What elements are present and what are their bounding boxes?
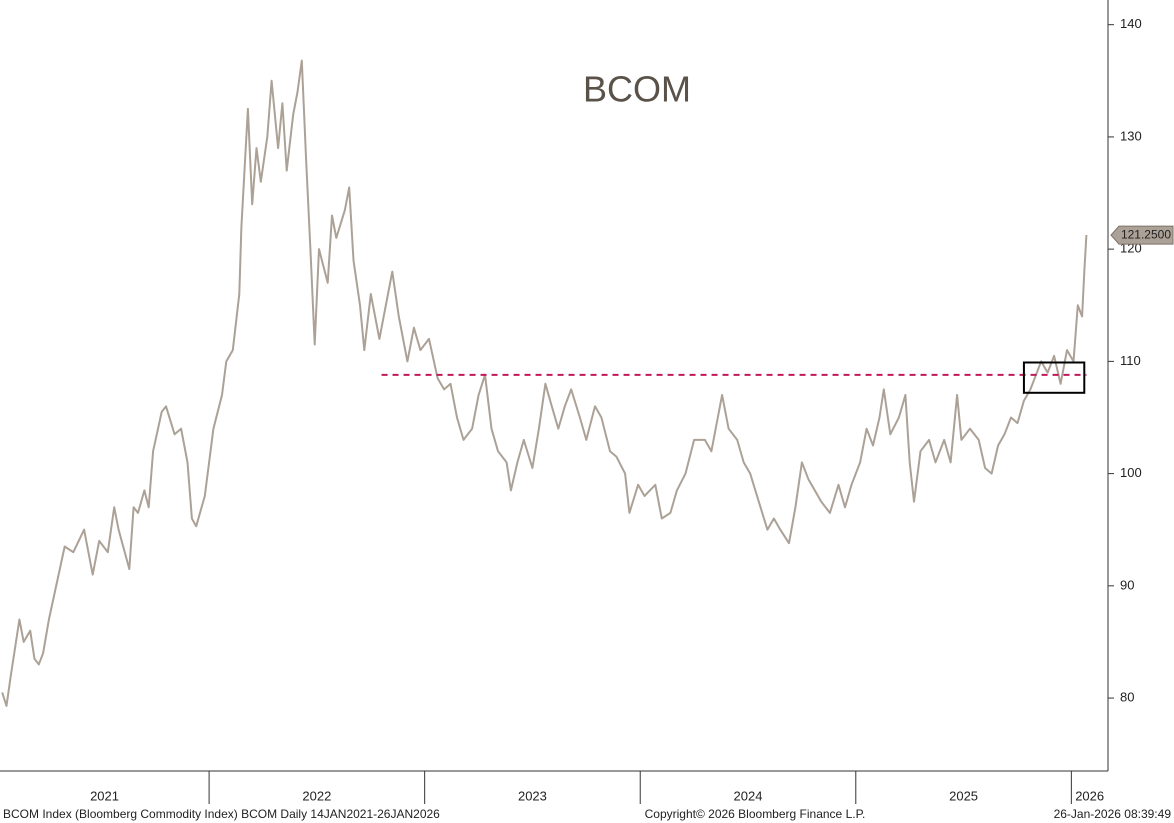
- last-value-label: 121.2500: [1121, 227, 1171, 241]
- x-tick-label: 2021: [90, 788, 119, 803]
- y-tick-label: 130: [1120, 128, 1142, 143]
- y-tick-label: 140: [1120, 16, 1142, 31]
- x-tick-label: 2026: [1075, 788, 1104, 803]
- highlight-box: [1022, 361, 1086, 394]
- chart-title: BCOM: [583, 69, 691, 110]
- x-tick-label: 2023: [518, 788, 547, 803]
- footer-left: BCOM Index (Bloomberg Commodity Index) B…: [3, 807, 440, 821]
- y-tick-label: 110: [1120, 353, 1141, 368]
- y-tick-label: 90: [1120, 577, 1134, 592]
- footer-right: 26-Jan-2026 08:39:49: [1054, 807, 1172, 821]
- x-tick-label: 2022: [302, 788, 331, 803]
- footer-center: Copyright© 2026 Bloomberg Finance L.P.: [645, 807, 866, 821]
- series-line: [1, 59, 1088, 707]
- y-tick-label: 80: [1120, 689, 1134, 704]
- x-tick-label: 2024: [734, 788, 763, 803]
- y-tick-label: 100: [1120, 465, 1142, 480]
- x-tick-label: 2025: [949, 788, 978, 803]
- last-value-tag: [1110, 225, 1174, 245]
